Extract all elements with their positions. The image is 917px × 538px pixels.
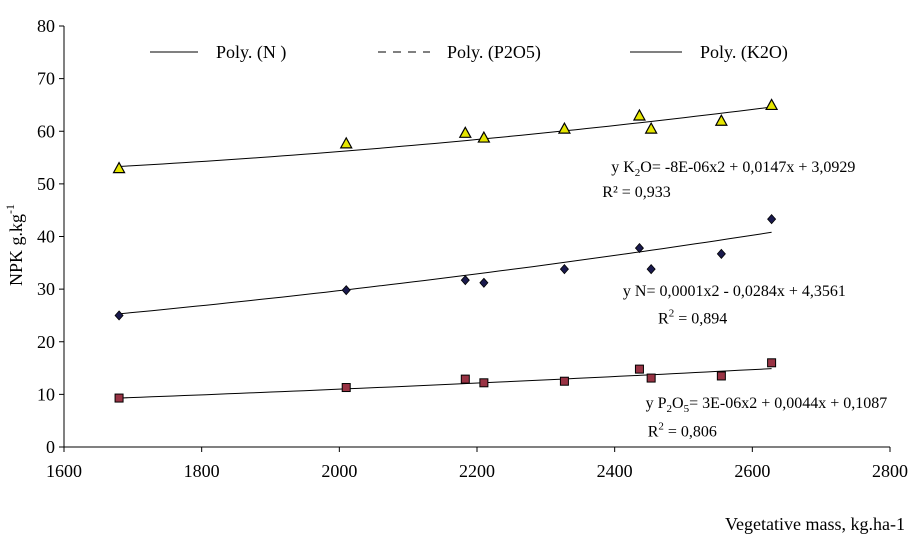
annotation-p_eq-prefix: y P bbox=[646, 395, 667, 412]
x-tick-label: 2000 bbox=[321, 461, 357, 481]
data-point-P2O5 bbox=[460, 374, 470, 384]
y-tick-label: 40 bbox=[37, 227, 55, 247]
annotation-n_r2-sup: 2 bbox=[669, 307, 675, 319]
annotation-p_r2-mid: = 0,806 bbox=[664, 423, 717, 440]
data-point-P2O5 bbox=[341, 383, 351, 393]
data-point-N bbox=[341, 285, 351, 296]
trendline-K2O bbox=[119, 106, 772, 167]
y-tick-label: 50 bbox=[37, 174, 55, 194]
y-tick-label: 10 bbox=[37, 384, 55, 404]
annotation-k2o_eq-sub1: 2 bbox=[635, 167, 641, 179]
data-point-K2O bbox=[644, 121, 658, 134]
data-point-K2O bbox=[557, 121, 571, 134]
data-point-K2O bbox=[458, 126, 472, 138]
trendline-P2O5 bbox=[119, 368, 772, 399]
data-point-K2O bbox=[765, 98, 779, 111]
annotation-k2o_eq-prefix: y K bbox=[611, 159, 635, 176]
data-point-K2O bbox=[339, 136, 353, 149]
annotation-p_eq-sub1: 2 bbox=[667, 403, 673, 415]
data-point-P2O5 bbox=[646, 373, 656, 383]
legend-label-0: Poly. (N ) bbox=[216, 42, 286, 63]
annotation-k2o_eq-mid: O= -8E-06x2 + 0,0147x + 3,0929 bbox=[640, 159, 855, 176]
data-point-K2O bbox=[112, 161, 126, 174]
annotation-n_r2: R2 = 0,894 bbox=[658, 307, 727, 327]
y-tick-label: 30 bbox=[37, 279, 55, 299]
trendlines bbox=[119, 106, 772, 399]
annotation-p_eq-mid: = 3E-06x2 + 0,0044x + 0,1087 bbox=[689, 395, 887, 412]
legend-label-1: Poly. (P2O5) bbox=[447, 42, 541, 63]
data-point-N bbox=[716, 248, 726, 259]
data-point-N bbox=[460, 275, 470, 286]
data-point-P2O5 bbox=[767, 358, 777, 368]
y-tick-label: 20 bbox=[37, 332, 55, 352]
axes: 0 10 20 30 40 50 60 70 80 1600 1800 2000 2200 2400 260… bbox=[37, 16, 908, 481]
annotation-k2o_eq: y K2O= -8E-06x2 + 0,0147x + 3,0929 bbox=[611, 159, 855, 179]
data-point-N bbox=[634, 242, 644, 254]
data-point-N bbox=[114, 310, 124, 321]
annotation-k2o_r2: R² = 0,933 bbox=[602, 184, 671, 201]
y-axis-label: NPK g.kg-1 bbox=[3, 204, 26, 286]
data-point-K2O bbox=[632, 108, 646, 121]
x-tick-label: 1600 bbox=[46, 461, 82, 481]
annotation-p_eq: y P2O5= 3E-06x2 + 0,0044x + 0,1087 bbox=[646, 395, 888, 415]
x-tick-label: 1800 bbox=[184, 461, 220, 481]
data-point-P2O5 bbox=[479, 378, 489, 388]
legend: Poly. (N ) Poly. (P2O5) Poly. (K2O) bbox=[150, 42, 788, 63]
y-tick-label: 70 bbox=[37, 69, 55, 89]
data-point-K2O bbox=[714, 113, 728, 126]
data-point-N bbox=[767, 214, 777, 225]
annotation-p_r2: R2 = 0,806 bbox=[648, 420, 717, 440]
data-point-N bbox=[559, 264, 569, 275]
annotation-p_eq-sub2: 5 bbox=[684, 403, 690, 415]
annotation-p_r2-prefix: R bbox=[648, 423, 659, 440]
data-point-K2O bbox=[477, 130, 491, 143]
x-tick-label: 2600 bbox=[734, 461, 770, 481]
annotation-n_eq: y N= 0,0001x2 - 0,0284x + 4,3561 bbox=[623, 283, 846, 300]
annotation-n_r2-mid: = 0,894 bbox=[674, 310, 727, 327]
annotation-p_eq-mid1: O bbox=[672, 395, 684, 412]
data-point-P2O5 bbox=[634, 364, 644, 374]
legend-label-2: Poly. (K2O) bbox=[700, 42, 788, 63]
x-tick-label: 2400 bbox=[597, 461, 633, 481]
data-point-P2O5 bbox=[716, 371, 726, 381]
data-point-N bbox=[479, 277, 489, 288]
data-point-N bbox=[646, 264, 656, 275]
y-tick-label: 80 bbox=[37, 16, 55, 36]
x-tick-label: 2200 bbox=[459, 461, 495, 481]
annotation-n_r2-prefix: R bbox=[658, 310, 669, 327]
x-axis-label: Vegetative mass, kg.ha-1 bbox=[725, 514, 905, 534]
data-points bbox=[112, 98, 779, 403]
y-tick-label: 60 bbox=[37, 121, 55, 141]
annotation-p_r2-sup: 2 bbox=[658, 420, 664, 432]
trendline-N bbox=[119, 231, 772, 315]
x-tick-label: 2800 bbox=[872, 461, 908, 481]
y-tick-label: 0 bbox=[46, 437, 55, 457]
data-point-P2O5 bbox=[559, 376, 569, 386]
data-point-P2O5 bbox=[114, 393, 124, 403]
